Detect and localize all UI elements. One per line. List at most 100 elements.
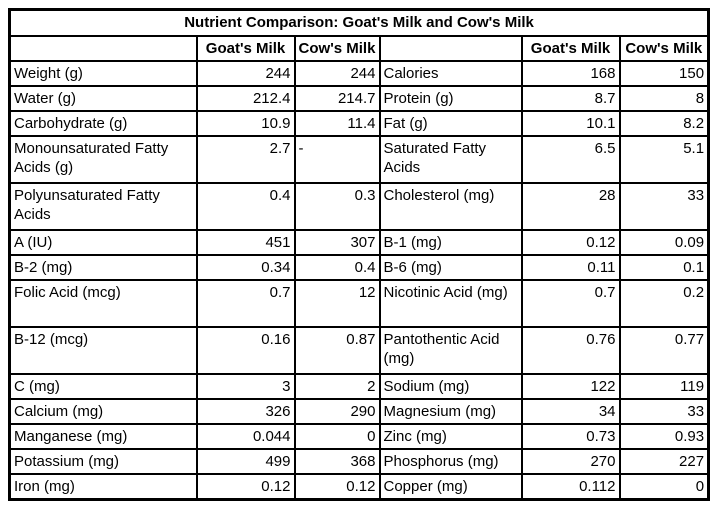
goat-milk-value-cell: 326 <box>195 398 296 425</box>
goat-milk-value-cell: 0.7 <box>195 279 296 328</box>
nutrient-label-cell: Pantothentic Acid (mg) <box>378 326 523 375</box>
nutrient-table: Nutrient Comparison: Goat's Milk and Cow… <box>8 8 711 501</box>
nutrient-label-cell: Potassium (mg) <box>8 448 198 475</box>
table-row: Iron (mg) 0.12 0.12 Copper (mg) 0.112 0 <box>8 473 710 500</box>
table-row: Monounsaturated Fatty Acids (g) 2.7- Satur… <box>8 135 710 184</box>
goat-milk-value-cell: 0.12 <box>520 229 621 256</box>
goat-milk-value-cell: 0.76 <box>520 326 621 375</box>
nutrient-label-cell: Calcium (mg) <box>8 398 198 425</box>
table-row: B-12 (mcg) 0.16 0.87 Pantothentic Acid (mg)… <box>8 326 710 375</box>
cow-milk-value-cell: 33 <box>618 398 710 425</box>
nutrient-label-cell: B-1 (mg) <box>378 229 523 256</box>
cow-milk-value-cell: 0.1 <box>618 254 710 281</box>
table-row: Calcium (mg) 326 290 Magnesium (mg) 34 33 <box>8 398 710 425</box>
cow-milk-value-cell: 0.3 <box>293 182 381 231</box>
table-row: Folic Acid (mcg) 0.7 12 Nicotinic Acid (mg)… <box>8 279 710 328</box>
table-row: Manganese (mg) 0.044 0 Zinc (mg) 0.73 0.93 <box>8 423 710 450</box>
table-row: B-2 (mg) 0.34 0.4 B-6 (mg) 0.11 0.1 <box>8 254 710 281</box>
goat-milk-value-cell: 499 <box>195 448 296 475</box>
goat-milk-value-cell: 0.73 <box>520 423 621 450</box>
cow-milk-value-cell: 0.09 <box>618 229 710 256</box>
cow-milk-value-cell: 8 <box>618 85 710 112</box>
cow-milk-value-cell: 8.2 <box>618 110 710 137</box>
goat-milk-value-cell: 0.4 <box>195 182 296 231</box>
goat-milk-value-cell: 10.9 <box>195 110 296 137</box>
cow-milk-value-cell: 307 <box>293 229 381 256</box>
cow-milk-value-cell: 0 <box>618 473 710 500</box>
goat-milk-value-cell: 34 <box>520 398 621 425</box>
nutrient-label-cell: Monounsaturated Fatty Acids (g) <box>8 135 198 184</box>
goat-milk-value-cell: 0.7 <box>520 279 621 328</box>
goat-milk-value-cell: 3 <box>195 373 296 400</box>
cow-milk-value-cell: 33 <box>618 182 710 231</box>
goat-milk-column-header: Goat's Milk <box>195 35 296 62</box>
goat-milk-value-cell: 6.5 <box>520 135 621 184</box>
cow-milk-value-cell: 0.2 <box>618 279 710 328</box>
goat-milk-value-cell: 168 <box>520 60 621 87</box>
goat-milk-value-cell: 8.7 <box>520 85 621 112</box>
goat-milk-column-header-2: Goat's Milk <box>520 35 621 62</box>
cow-milk-value-cell: 368 <box>293 448 381 475</box>
nutrient-label-cell: Folic Acid (mcg) <box>8 279 198 328</box>
goat-milk-value-cell: 28 <box>520 182 621 231</box>
table-row: A (IU) 451 307 B-1 (mg) 0.12 0.09 <box>8 229 710 256</box>
goat-milk-value-cell: 0.12 <box>195 473 296 500</box>
cow-milk-value-cell: 227 <box>618 448 710 475</box>
cow-milk-value-cell: 11.4 <box>293 110 381 137</box>
table-row: Carbohydrate (g) 10.9 11.4 Fat (g) 10.1 8.2 <box>8 110 710 137</box>
cow-milk-value-cell: 290 <box>293 398 381 425</box>
cow-milk-value-cell: 0.93 <box>618 423 710 450</box>
goat-milk-value-cell: 10.1 <box>520 110 621 137</box>
nutrient-label-cell: Carbohydrate (g) <box>8 110 198 137</box>
cow-milk-value-cell: 5.1 <box>618 135 710 184</box>
nutrient-label-cell: Saturated Fatty Acids <box>378 135 523 184</box>
nutrient-label-cell: B-2 (mg) <box>8 254 198 281</box>
nutrient-label-cell: Cholesterol (mg) <box>378 182 523 231</box>
table-row: Water (g) 212.4 214.7 Protein (g) 8.7 8 <box>8 85 710 112</box>
nutrient-label-cell: B-12 (mcg) <box>8 326 198 375</box>
nutrient-label-cell: Calories <box>378 60 523 87</box>
nutrient-label-cell: Phosphorus (mg) <box>378 448 523 475</box>
nutrient-label-cell: Copper (mg) <box>378 473 523 500</box>
goat-milk-value-cell: 244 <box>195 60 296 87</box>
table-row: Potassium (mg) 499 368 Phosphorus (mg) 270 22… <box>8 448 710 475</box>
nutrient-label-cell: Fat (g) <box>378 110 523 137</box>
cow-milk-column-header: Cow's Milk <box>293 35 381 62</box>
table-row: C (mg) 3 2 Sodium (mg) 122 119 <box>8 373 710 400</box>
nutrient-label-cell: Protein (g) <box>378 85 523 112</box>
empty-header-cell-left <box>8 35 198 62</box>
cow-milk-value-cell: 2 <box>293 373 381 400</box>
cow-milk-value-cell: 244 <box>293 60 381 87</box>
nutrient-label-cell: Iron (mg) <box>8 473 198 500</box>
cow-milk-value-cell: - <box>293 135 381 184</box>
title-row: Nutrient Comparison: Goat's Milk and Cow… <box>8 8 710 37</box>
nutrient-label-cell: C (mg) <box>8 373 198 400</box>
goat-milk-value-cell: 0.044 <box>195 423 296 450</box>
nutrient-label-cell: B-6 (mg) <box>378 254 523 281</box>
nutrient-label-cell: Polyunsaturated Fatty Acids <box>8 182 198 231</box>
cow-milk-value-cell: 0.4 <box>293 254 381 281</box>
nutrient-label-cell: Zinc (mg) <box>378 423 523 450</box>
cow-milk-value-cell: 0.87 <box>293 326 381 375</box>
goat-milk-value-cell: 212.4 <box>195 85 296 112</box>
nutrient-label-cell: A (IU) <box>8 229 198 256</box>
goat-milk-value-cell: 270 <box>520 448 621 475</box>
nutrient-label-cell: Nicotinic Acid (mg) <box>378 279 523 328</box>
table-row: Weight (g) 244 244 Calories 168 150 <box>8 60 710 87</box>
table-row: Polyunsaturated Fatty Acids 0.4 0.3 Cholest… <box>8 182 710 231</box>
column-header-row: Goat's Milk Cow's Milk Goat's Milk Cow's… <box>8 35 710 62</box>
goat-milk-value-cell: 0.112 <box>520 473 621 500</box>
cow-milk-value-cell: 119 <box>618 373 710 400</box>
empty-header-cell-right <box>378 35 523 62</box>
cow-milk-value-cell: 150 <box>618 60 710 87</box>
cow-milk-value-cell: 0.77 <box>618 326 710 375</box>
cow-milk-value-cell: 214.7 <box>293 85 381 112</box>
nutrient-label-cell: Magnesium (mg) <box>378 398 523 425</box>
cow-milk-column-header-2: Cow's Milk <box>618 35 710 62</box>
table-title: Nutrient Comparison: Goat's Milk and Cow… <box>8 8 710 37</box>
goat-milk-value-cell: 0.34 <box>195 254 296 281</box>
nutrient-label-cell: Manganese (mg) <box>8 423 198 450</box>
goat-milk-value-cell: 2.7 <box>195 135 296 184</box>
cow-milk-value-cell: 12 <box>293 279 381 328</box>
nutrient-label-cell: Water (g) <box>8 85 198 112</box>
